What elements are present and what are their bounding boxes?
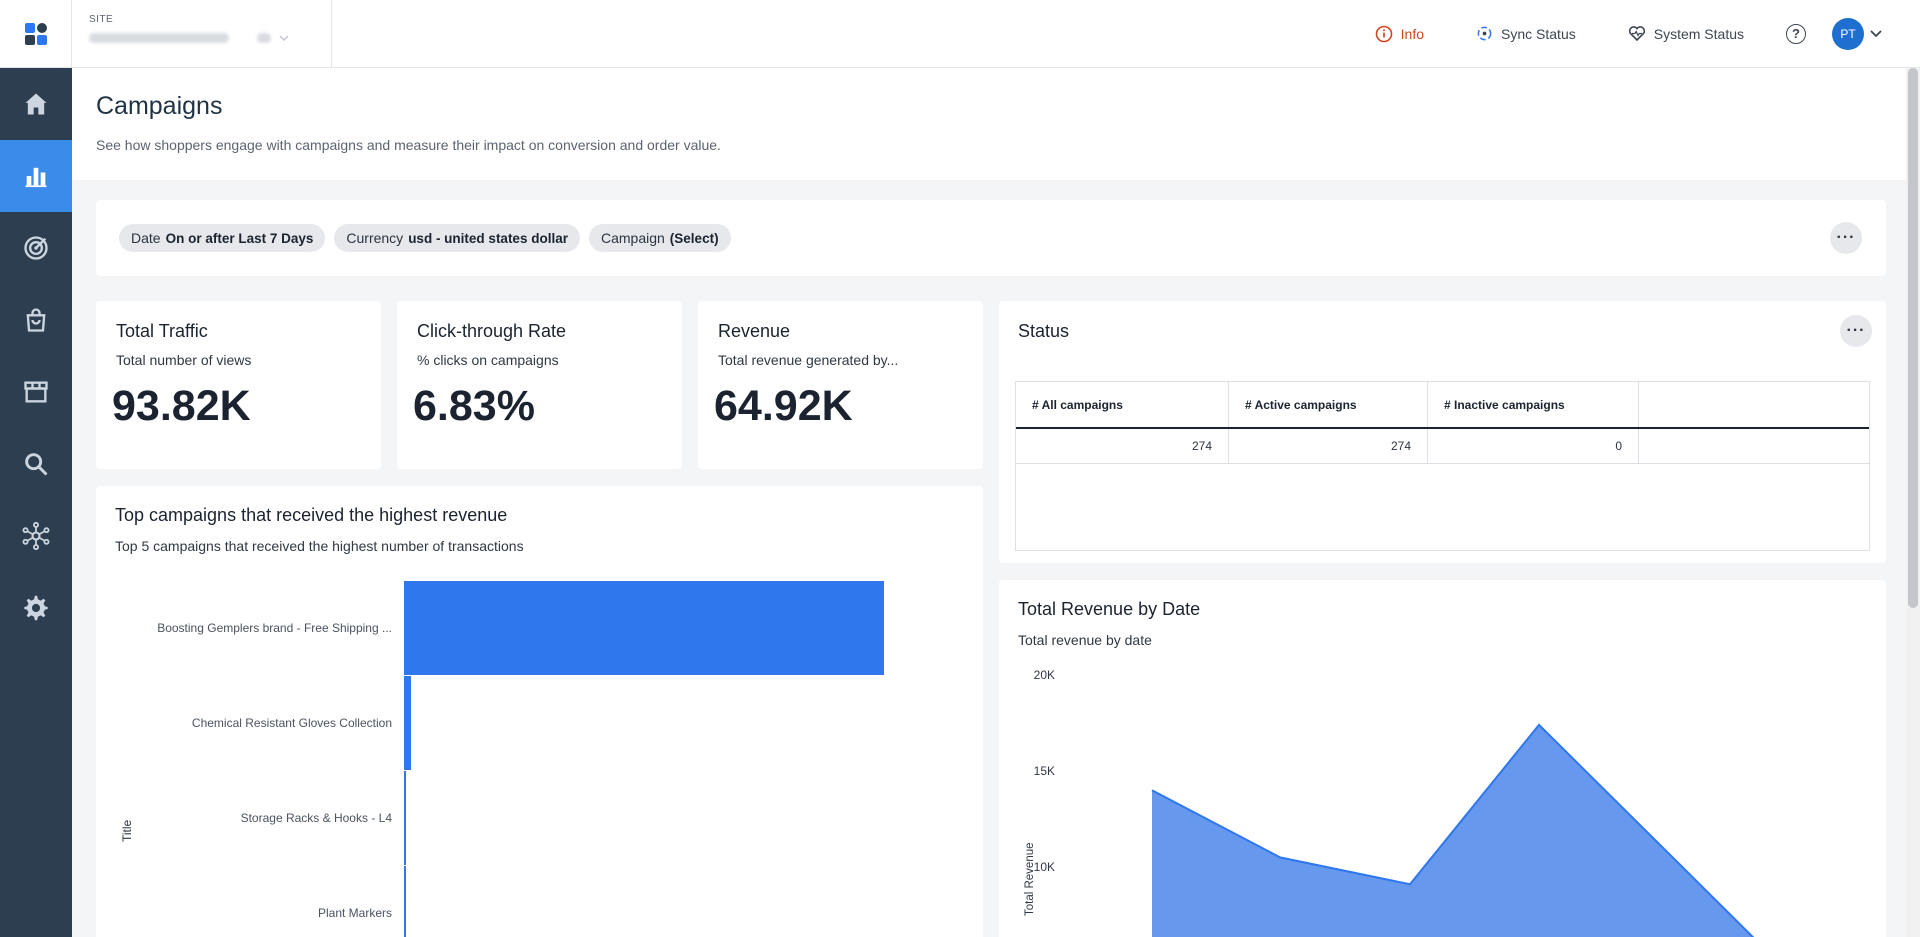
- logo-icon: [24, 22, 47, 45]
- kpi-value: 6.83%: [413, 382, 535, 430]
- system-status-label: System Status: [1653, 25, 1744, 42]
- kpi-value: 93.82K: [112, 382, 251, 430]
- filter-value: On or after Last 7 Days: [165, 230, 314, 246]
- sync-icon: [1477, 26, 1492, 41]
- filter-key: Currency: [346, 230, 404, 246]
- page-header: Campaigns See how shoppers engage with c…: [72, 68, 1920, 180]
- site-value-redacted: [89, 32, 229, 43]
- kpi-revenue: Revenue Total revenue generated by... 64…: [698, 301, 983, 469]
- site-selector[interactable]: SITE: [72, 0, 332, 68]
- area-series-line: [1151, 723, 1755, 937]
- filter-value: usd - united states dollar: [408, 230, 568, 246]
- currency-filter-chip[interactable]: Currency usd - united states dollar: [334, 224, 580, 252]
- bar[interactable]: [404, 581, 884, 675]
- filter-bar: Date On or after Last 7 Days Currency us…: [96, 200, 1886, 276]
- help-icon[interactable]: ?: [1786, 23, 1806, 44]
- bar[interactable]: [404, 866, 406, 937]
- table-row: 274 274 0: [1016, 429, 1869, 464]
- site-badge: [257, 32, 271, 43]
- nav-search[interactable]: [0, 428, 72, 500]
- y-tick-label: 10K: [1034, 860, 1055, 874]
- top-campaigns-card: Top campaigns that received the highest …: [96, 486, 983, 937]
- column-header[interactable]: # Active campaigns: [1229, 382, 1428, 427]
- bar-label: Chemical Resistant Gloves Collection: [191, 716, 392, 730]
- sidebar: [0, 0, 72, 937]
- bar-label: Boosting Gemplers brand - Free Shipping …: [157, 621, 392, 635]
- site-label: SITE: [89, 13, 114, 25]
- sync-status-link[interactable]: Sync Status: [1476, 25, 1576, 42]
- app-logo[interactable]: [0, 0, 72, 68]
- nav-home[interactable]: [0, 68, 72, 140]
- table-cell: 274: [1229, 429, 1428, 463]
- status-title: Status: [1018, 321, 1070, 341]
- bar-chart-icon: [25, 167, 47, 188]
- status-card: Status ··· # All campaigns # Active camp…: [999, 301, 1886, 563]
- table-cell: 0: [1428, 429, 1639, 463]
- kpi-subtitle: Total revenue generated by...: [718, 352, 899, 368]
- kpi-click-through-rate: Click-through Rate % clicks on campaigns…: [397, 301, 682, 469]
- nav-integrations[interactable]: [0, 500, 72, 572]
- bar[interactable]: [404, 771, 407, 865]
- campaign-filter-chip[interactable]: Campaign (Select): [588, 224, 731, 252]
- nav-settings[interactable]: [0, 572, 72, 644]
- kpi-subtitle: Total number of views: [116, 352, 252, 368]
- table-cell-empty: [1639, 429, 1869, 463]
- filter-key: Date: [131, 230, 161, 246]
- chart-title: Top campaigns that received the highest …: [115, 505, 508, 525]
- kpi-subtitle: % clicks on campaigns: [417, 352, 559, 368]
- kpi-title: Click-through Rate: [417, 321, 567, 341]
- date-filter-chip[interactable]: Date On or after Last 7 Days: [119, 224, 326, 252]
- info-label: Info: [1400, 25, 1425, 42]
- area-chart: 20K 15K 10K: [1034, 668, 1779, 937]
- scrollbar-thumb[interactable]: [1908, 68, 1918, 608]
- chevron-down-icon: [279, 34, 289, 41]
- topbar: SITE Info Sync Status System Status ? PT: [72, 0, 1920, 68]
- target-icon: [24, 236, 48, 260]
- nav-analytics[interactable]: [0, 140, 72, 212]
- storefront-icon: [24, 381, 48, 403]
- column-header[interactable]: # All campaigns: [1016, 382, 1229, 427]
- user-menu[interactable]: PT: [1832, 17, 1882, 50]
- area-series[interactable]: [1152, 724, 1779, 937]
- bar-label: Storage Racks & Hooks - L4: [240, 811, 392, 825]
- info-icon: [1375, 25, 1392, 42]
- chart-title: Total Revenue by Date: [1018, 599, 1201, 619]
- column-header-empty: [1639, 382, 1869, 427]
- chart-subtitle: Total revenue by date: [1018, 632, 1152, 648]
- page-title: Campaigns: [96, 92, 223, 120]
- bar-label: Plant Markers: [317, 906, 392, 920]
- kpi-title: Total Traffic: [116, 321, 208, 341]
- nav-campaigns[interactable]: [0, 212, 72, 284]
- nav-products[interactable]: [0, 284, 72, 356]
- info-link[interactable]: Info: [1375, 25, 1424, 43]
- revenue-by-date-card: Total Revenue by Date Total revenue by d…: [999, 580, 1886, 937]
- filter-more-icon[interactable]: ···: [1830, 222, 1862, 254]
- y-tick-label: 20K: [1034, 668, 1055, 682]
- network-icon: [22, 522, 50, 550]
- column-header[interactable]: # Inactive campaigns: [1428, 382, 1639, 427]
- status-table: # All campaigns # Active campaigns # Ina…: [1015, 381, 1870, 551]
- chevron-down-icon: [1870, 29, 1882, 37]
- status-more-icon[interactable]: ···: [1840, 315, 1872, 347]
- system-status-link[interactable]: System Status: [1628, 25, 1744, 42]
- nav-store[interactable]: [0, 356, 72, 428]
- bar[interactable]: [404, 676, 412, 770]
- table-header-row: # All campaigns # Active campaigns # Ina…: [1016, 382, 1869, 429]
- chart-subtitle: Top 5 campaigns that received the highes…: [115, 538, 524, 554]
- y-tick-label: 15K: [1034, 764, 1055, 778]
- page-subtitle: See how shoppers engage with campaigns a…: [96, 137, 721, 153]
- filter-value: (Select): [669, 230, 719, 246]
- gear-icon: [24, 595, 48, 621]
- sync-status-label: Sync Status: [1501, 25, 1576, 42]
- filter-key: Campaign: [600, 230, 665, 246]
- search-icon: [25, 453, 48, 476]
- table-cell: 274: [1016, 429, 1229, 463]
- kpi-value: 64.92K: [714, 382, 853, 430]
- shopping-bag-icon: [26, 308, 46, 332]
- kpi-title: Revenue: [718, 321, 791, 341]
- kpi-total-traffic: Total Traffic Total number of views 93.8…: [96, 301, 381, 469]
- heart-pulse-icon: [1628, 26, 1645, 42]
- avatar: PT: [1832, 17, 1864, 50]
- home-icon: [25, 93, 47, 115]
